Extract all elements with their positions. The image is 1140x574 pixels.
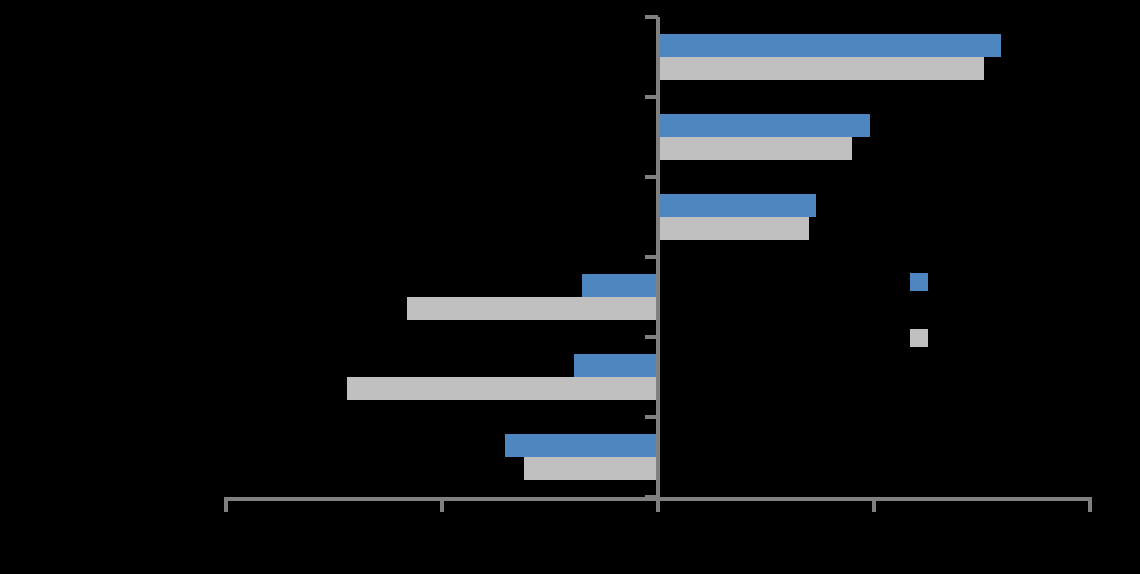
bar-series-2-category-4 [407, 297, 658, 320]
y-tick-3 [645, 255, 658, 259]
x-tick-2 [1088, 497, 1092, 512]
x-tick--2 [224, 497, 228, 512]
y-tick-2 [645, 175, 658, 179]
bar-series-2-category-1 [658, 57, 985, 80]
y-tick-4 [645, 335, 658, 339]
bar-series-1-category-6 [504, 434, 658, 457]
bar-series-1-category-3 [658, 194, 816, 217]
x-tick-0 [656, 497, 660, 512]
y-axis-line [656, 17, 660, 500]
bar-series-1-category-5 [573, 354, 658, 377]
y-tick-5 [645, 415, 658, 419]
bar-series-2-category-5 [346, 377, 658, 400]
bar-series-1-category-1 [658, 34, 1002, 57]
bar-series-2-category-2 [658, 137, 853, 160]
y-tick-6 [645, 495, 658, 499]
y-tick-0 [645, 15, 658, 19]
bar-series-2-category-6 [524, 457, 658, 480]
bar-series-2-category-3 [658, 217, 810, 240]
bar-series-1-category-2 [658, 114, 870, 137]
x-tick--1 [440, 497, 444, 512]
legend-swatch-series-2 [910, 329, 928, 347]
y-tick-1 [645, 95, 658, 99]
x-tick-1 [872, 497, 876, 512]
legend-swatch-series-1 [910, 273, 928, 291]
bar-series-1-category-4 [582, 274, 658, 297]
